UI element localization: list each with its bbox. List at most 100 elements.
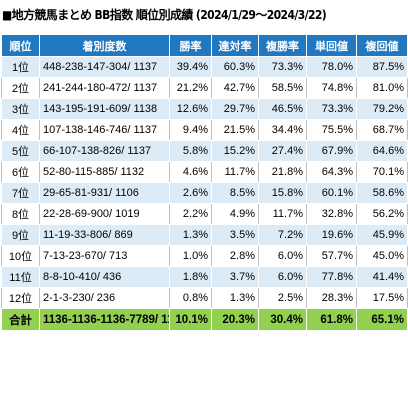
table-row: 2位 241-244-180-472/ 1137 21.2% 42.7% 58.5% 74… — [1, 77, 408, 99]
win-rate-cell: 1.8% — [169, 266, 212, 288]
win-return-cell: 73.3% — [306, 98, 357, 120]
record-cell: 241-244-180-472/ 1137 — [39, 77, 170, 99]
rank-cell: 11位 — [1, 266, 40, 288]
win-rate-cell: 4.6% — [169, 161, 212, 183]
top2-rate-cell: 4.9% — [211, 203, 259, 225]
top2-rate-cell: 3.5% — [211, 224, 259, 246]
rank-cell: 5位 — [1, 140, 40, 162]
top2-rate-cell: 29.7% — [211, 98, 259, 120]
rank-cell: 10位 — [1, 245, 40, 267]
top3-rate-cell: 6.0% — [258, 266, 307, 288]
total-top3-rate: 30.4% — [258, 308, 307, 331]
table-row: 9位 11-19-33-806/ 869 1.3% 3.5% 7.2% 19.6% 45.9… — [1, 224, 408, 246]
page-title: ■地方競馬まとめ BB指数 順位別成績 (2024/1/29～2024/3/22… — [2, 8, 327, 22]
rank-cell: 2位 — [1, 77, 40, 99]
rank-cell: 4位 — [1, 119, 40, 141]
win-rate-cell: 5.8% — [169, 140, 212, 162]
table-row: 11位 8-8-10-410/ 436 1.8% 3.7% 6.0% 77.8% 41.4% — [1, 266, 408, 288]
top3-rate-cell: 15.8% — [258, 182, 307, 204]
win-return-cell: 67.9% — [306, 140, 357, 162]
table-row: 8位 22-28-69-900/ 1019 2.2% 4.9% 11.7% 32.8% 56… — [1, 203, 408, 225]
record-cell: 22-28-69-900/ 1019 — [39, 203, 170, 225]
column-header-win-return: 単回値 — [306, 34, 357, 57]
record-cell: 52-80-115-885/ 1132 — [39, 161, 170, 183]
total-record: 1136-1136-1136-7789/ 11197 — [39, 308, 170, 331]
table-row: 12位 2-1-3-230/ 236 0.8% 1.3% 2.5% 28.3% 17.5% — [1, 287, 408, 309]
column-header-rank: 順位 — [1, 34, 40, 57]
show-return-cell: 79.2% — [356, 98, 408, 120]
top2-rate-cell: 1.3% — [211, 287, 259, 309]
show-return-cell: 56.2% — [356, 203, 408, 225]
top2-rate-cell: 3.7% — [211, 266, 259, 288]
rank-cell: 12位 — [1, 287, 40, 309]
record-cell: 29-65-81-931/ 1106 — [39, 182, 170, 204]
top2-rate-cell: 2.8% — [211, 245, 259, 267]
show-return-cell: 41.4% — [356, 266, 408, 288]
win-return-cell: 64.3% — [306, 161, 357, 183]
win-return-cell: 28.3% — [306, 287, 357, 309]
table-row: 10位 7-13-23-670/ 713 1.0% 2.8% 6.0% 57.7% 45.0… — [1, 245, 408, 267]
win-return-cell: 19.6% — [306, 224, 357, 246]
win-rate-cell: 12.6% — [169, 98, 212, 120]
top3-rate-cell: 2.5% — [258, 287, 307, 309]
show-return-cell: 17.5% — [356, 287, 408, 309]
win-return-cell: 75.5% — [306, 119, 357, 141]
win-rate-cell: 1.3% — [169, 224, 212, 246]
column-header-win-rate: 勝率 — [169, 34, 212, 57]
column-header-top3-rate: 複勝率 — [258, 34, 307, 57]
header-row: 順位 着別度数 勝率 連対率 複勝率 単回値 複回値 — [1, 34, 408, 57]
win-rate-cell: 21.2% — [169, 77, 212, 99]
column-header-show-return: 複回値 — [356, 34, 408, 57]
rank-cell: 1位 — [1, 56, 40, 78]
table-row: 5位 66-107-138-826/ 1137 5.8% 15.2% 27.4% 67.9… — [1, 140, 408, 162]
top2-rate-cell: 11.7% — [211, 161, 259, 183]
show-return-cell: 45.0% — [356, 245, 408, 267]
top2-rate-cell: 60.3% — [211, 56, 259, 78]
top3-rate-cell: 7.2% — [258, 224, 307, 246]
table-row: 7位 29-65-81-931/ 1106 2.6% 8.5% 15.8% 60.1% 58… — [1, 182, 408, 204]
win-return-cell: 78.0% — [306, 56, 357, 78]
rank-cell: 3位 — [1, 98, 40, 120]
rank-cell: 9位 — [1, 224, 40, 246]
win-return-cell: 77.8% — [306, 266, 357, 288]
show-return-cell: 58.6% — [356, 182, 408, 204]
total-show-return: 65.1% — [356, 308, 408, 331]
ranking-table: 順位 着別度数 勝率 連対率 複勝率 単回値 複回値 1位 448-238-147… — [1, 34, 408, 331]
win-rate-cell: 2.2% — [169, 203, 212, 225]
record-cell: 448-238-147-304/ 1137 — [39, 56, 170, 78]
top2-rate-cell: 15.2% — [211, 140, 259, 162]
table-row: 1位 448-238-147-304/ 1137 39.4% 60.3% 73.3% 78… — [1, 56, 408, 78]
top3-rate-cell: 34.4% — [258, 119, 307, 141]
total-win-rate: 10.1% — [169, 308, 212, 331]
show-return-cell: 70.1% — [356, 161, 408, 183]
show-return-cell: 68.7% — [356, 119, 408, 141]
table-row: 6位 52-80-115-885/ 1132 4.6% 11.7% 21.8% 64.3%… — [1, 161, 408, 183]
win-return-cell: 57.7% — [306, 245, 357, 267]
top3-rate-cell: 46.5% — [258, 98, 307, 120]
win-rate-cell: 2.6% — [169, 182, 212, 204]
table-row: 3位 143-195-191-609/ 1138 12.6% 29.7% 46.5% 73… — [1, 98, 408, 120]
show-return-cell: 87.5% — [356, 56, 408, 78]
rank-cell: 8位 — [1, 203, 40, 225]
total-win-return: 61.8% — [306, 308, 357, 331]
top3-rate-cell: 6.0% — [258, 245, 307, 267]
top2-rate-cell: 42.7% — [211, 77, 259, 99]
record-cell: 2-1-3-230/ 236 — [39, 287, 170, 309]
record-cell: 107-138-146-746/ 1137 — [39, 119, 170, 141]
win-return-cell: 32.8% — [306, 203, 357, 225]
win-rate-cell: 39.4% — [169, 56, 212, 78]
rank-cell: 7位 — [1, 182, 40, 204]
top3-rate-cell: 21.8% — [258, 161, 307, 183]
record-cell: 143-195-191-609/ 1138 — [39, 98, 170, 120]
win-rate-cell: 9.4% — [169, 119, 212, 141]
show-return-cell: 81.0% — [356, 77, 408, 99]
show-return-cell: 64.6% — [356, 140, 408, 162]
table-row: 4位 107-138-146-746/ 1137 9.4% 21.5% 34.4% 75.… — [1, 119, 408, 141]
top3-rate-cell: 73.3% — [258, 56, 307, 78]
show-return-cell: 45.9% — [356, 224, 408, 246]
column-header-record: 着別度数 — [39, 34, 170, 57]
total-row: 合計 1136-1136-1136-7789/ 11197 10.1% 20.3… — [1, 308, 408, 331]
total-label: 合計 — [1, 308, 40, 331]
win-rate-cell: 0.8% — [169, 287, 212, 309]
win-return-cell: 60.1% — [306, 182, 357, 204]
